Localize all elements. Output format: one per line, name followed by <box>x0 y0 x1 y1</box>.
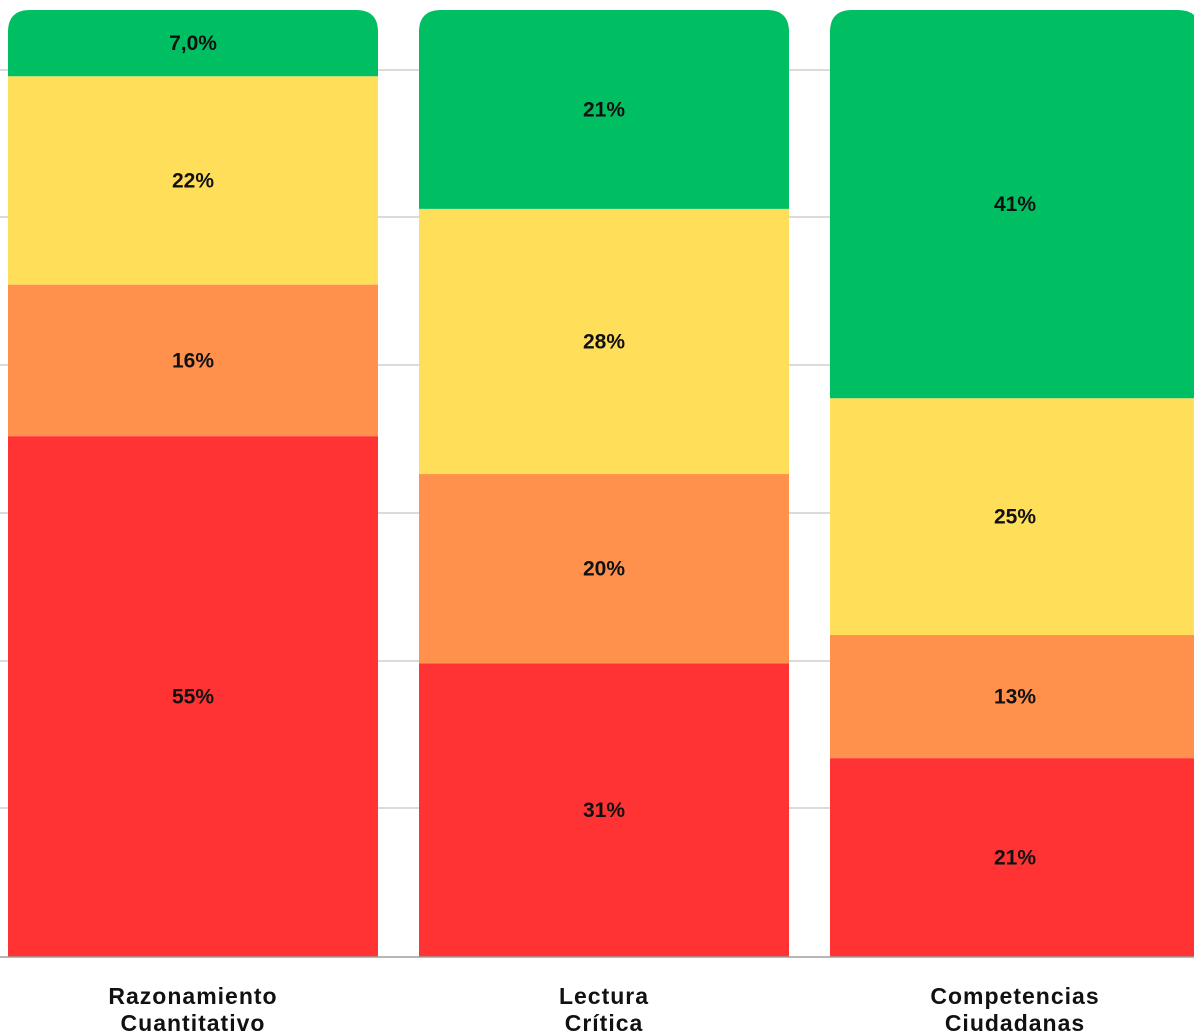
data-label: 13% <box>994 686 1036 709</box>
bar-segment <box>419 663 789 957</box>
data-label: 55% <box>172 686 214 709</box>
bar-segment <box>419 474 789 664</box>
data-label: 31% <box>583 799 625 822</box>
category-label: Ciudadanas <box>945 1010 1085 1032</box>
bar-segment <box>830 635 1194 759</box>
data-label: 22% <box>172 169 214 192</box>
bars <box>8 10 1194 957</box>
bar-segment <box>8 76 378 285</box>
bar-segment <box>830 758 1194 957</box>
data-label: 21% <box>994 847 1036 870</box>
data-label: 20% <box>583 558 625 581</box>
data-label: 16% <box>172 349 214 372</box>
bar-segment <box>8 436 378 957</box>
bar-segment <box>419 208 789 475</box>
data-label: 7,0% <box>169 32 217 55</box>
category-label: Crítica <box>565 1010 644 1032</box>
category-label: Razonamiento <box>108 983 277 1009</box>
data-label: 25% <box>994 506 1036 529</box>
category-label: Competencias <box>930 983 1099 1009</box>
bar-segment <box>830 398 1194 636</box>
data-label: 28% <box>583 330 625 353</box>
data-label: 41% <box>994 193 1036 216</box>
bar-segment <box>419 10 789 209</box>
category-label: Lectura <box>559 983 649 1009</box>
segment-labels: 55% 16% 22% 7,0% 31% 20% 28% 21% 21% 13% 25% 41% <box>169 32 1036 869</box>
bar-segment <box>830 10 1194 399</box>
bar-segment <box>8 10 378 77</box>
data-label: 21% <box>583 98 625 121</box>
category-label: Cuantitativo <box>121 1010 266 1032</box>
bar-segment <box>8 284 378 437</box>
